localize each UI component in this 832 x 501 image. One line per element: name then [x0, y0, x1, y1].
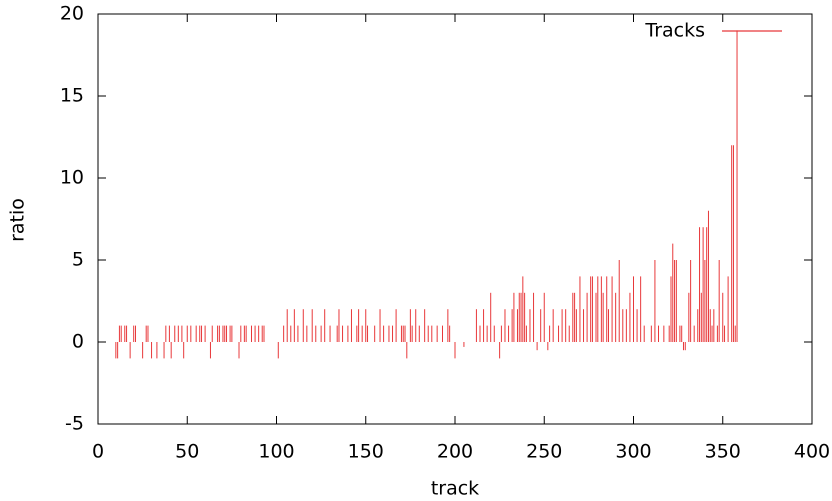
y-tick-label: 0 [72, 331, 84, 353]
x-tick-label: 400 [794, 441, 830, 463]
y-tick-label: 10 [60, 167, 84, 189]
y-tick-label: -5 [65, 413, 84, 435]
x-tick-label: 0 [92, 441, 104, 463]
y-tick-label: 5 [72, 249, 84, 271]
x-tick-label: 100 [258, 441, 294, 463]
legend-label: Tracks [644, 20, 705, 42]
x-tick-label: 350 [705, 441, 741, 463]
x-tick-label: 200 [437, 441, 473, 463]
y-tick-label: 20 [60, 3, 84, 25]
x-tick-label: 300 [615, 441, 651, 463]
plot-frame [97, 13, 813, 425]
y-axis-label: ratio [7, 198, 29, 242]
x-axis-label: track [431, 478, 479, 500]
x-tick-label: 250 [526, 441, 562, 463]
x-tick-label: 50 [175, 441, 199, 463]
y-tick-label: 15 [60, 85, 84, 107]
x-tick-label: 150 [348, 441, 384, 463]
